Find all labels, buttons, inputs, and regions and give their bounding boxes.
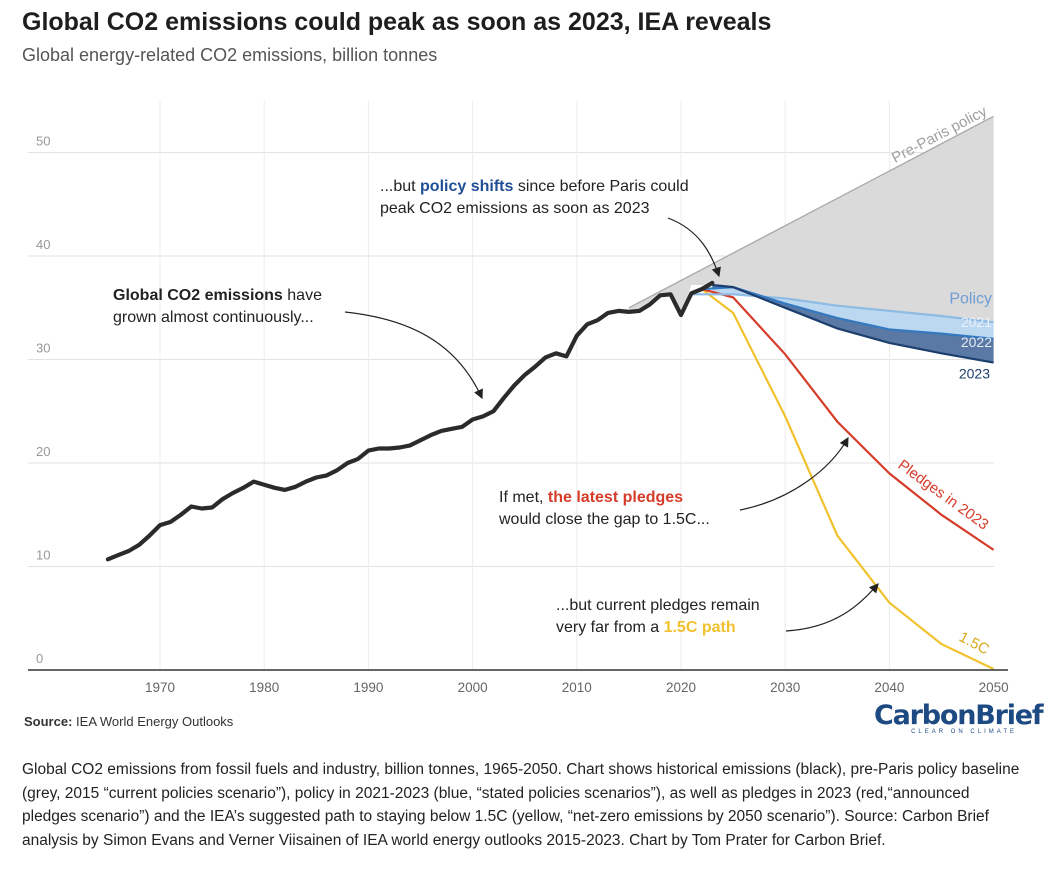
x-tick-label: 2020 bbox=[666, 680, 696, 695]
policy-label: Policy bbox=[949, 291, 992, 308]
label-2023: 2023 bbox=[959, 366, 990, 382]
onefive-arrow bbox=[785, 583, 879, 632]
growth-annotation-line2-span: grown almost continuously... bbox=[113, 309, 314, 326]
policy-annotation-line1: ...but policy shifts since before Paris … bbox=[380, 178, 689, 195]
policy-annotation-line2: peak CO2 emissions as soon as 2023 bbox=[380, 200, 650, 217]
x-tick-label: 2000 bbox=[458, 680, 488, 695]
pre-paris-gap-area bbox=[628, 116, 994, 323]
pledge-annotation-line2: would close the gap to 1.5C... bbox=[498, 511, 710, 528]
source-note: Source: IEA World Energy Outlooks bbox=[24, 714, 233, 729]
label-2021: 2021 bbox=[961, 314, 992, 330]
growth-annotation-line1: Global CO2 emissions have bbox=[113, 287, 322, 304]
pledge-annotation-line1: If met, the latest pledges bbox=[499, 489, 683, 506]
y-tick-label: 10 bbox=[36, 548, 50, 563]
pledge-annotation-line1-span: the latest pledges bbox=[548, 489, 683, 506]
carbonbrief-logo: CarbonBrief CLEAR ON CLIMATE bbox=[874, 700, 1044, 736]
logo-tagline: CLEAR ON CLIMATE bbox=[911, 729, 1017, 735]
pledge-annotation-line2-span: would close the gap to 1.5C... bbox=[498, 511, 710, 528]
policy-annotation-line1-span: since before Paris could bbox=[513, 178, 688, 195]
annotations: Global CO2 emissions have grown almost co… bbox=[113, 178, 879, 636]
onefive-annotation-line2: very far from a 1.5C path bbox=[556, 619, 736, 636]
policy-band-2022-2023 bbox=[712, 285, 994, 363]
onefive-annotation-line1: ...but current pledges remain bbox=[556, 597, 760, 614]
policy-band-2021-2022 bbox=[712, 287, 994, 339]
label-2022: 2022 bbox=[961, 334, 992, 350]
growth-arrow bbox=[344, 311, 483, 400]
policy-annotation-line1-span: ...but bbox=[380, 178, 420, 195]
x-tick-label: 2040 bbox=[874, 680, 904, 695]
growth-annotation-line1-span: Global CO2 emissions bbox=[113, 287, 283, 304]
policy-annotation-line1-span: policy shifts bbox=[420, 178, 513, 195]
chart-title: Global CO2 emissions could peak as soon … bbox=[22, 8, 772, 36]
onefive-annotation-line2-span: very far from a bbox=[556, 619, 664, 636]
onefive-annotation-line2-span: 1.5C path bbox=[664, 619, 736, 636]
pledge-annotation-line1-span: If met, bbox=[499, 489, 548, 506]
pre-paris-line bbox=[628, 115, 994, 309]
policy-arrow bbox=[667, 217, 721, 278]
policy-2023-line bbox=[712, 283, 994, 364]
historical-emissions-line bbox=[105, 280, 715, 562]
figure-caption: Global CO2 emissions from fossil fuels a… bbox=[22, 761, 1020, 849]
policy-annotation-line2-span: peak CO2 emissions as soon as 2023 bbox=[380, 200, 650, 217]
y-tick-label: 0 bbox=[36, 651, 43, 666]
pledge-arrow bbox=[739, 436, 849, 511]
x-tick-label: 2030 bbox=[770, 680, 800, 695]
shaded-areas bbox=[628, 116, 994, 363]
gridlines bbox=[28, 100, 994, 670]
chart-subtitle: Global energy-related CO2 emissions, bil… bbox=[22, 45, 438, 65]
y-tick-label: 50 bbox=[36, 134, 50, 149]
onefive-annotation-line1-span: ...but current pledges remain bbox=[556, 597, 760, 614]
source-prefix: Source: bbox=[24, 714, 73, 729]
logo-wordmark: CarbonBrief bbox=[874, 700, 1044, 731]
y-tick-label: 20 bbox=[36, 444, 50, 459]
policy-2021-line bbox=[691, 293, 994, 324]
x-tick-label: 2050 bbox=[979, 680, 1009, 695]
y-tick-label: 40 bbox=[36, 237, 50, 252]
growth-annotation-line2: grown almost continuously... bbox=[113, 309, 314, 326]
one-point-five-line bbox=[701, 288, 995, 670]
x-tick-label: 2010 bbox=[562, 680, 592, 695]
growth-annotation-line1-span: have bbox=[283, 287, 322, 304]
x-tick-label: 1990 bbox=[353, 680, 383, 695]
pledges-label: Pledges in 2023 bbox=[895, 456, 992, 533]
x-tick-label: 1980 bbox=[249, 680, 279, 695]
pledges-line bbox=[701, 288, 995, 551]
y-tick-label: 30 bbox=[36, 341, 50, 356]
x-tick-label: 1970 bbox=[145, 680, 175, 695]
source-text: IEA World Energy Outlooks bbox=[76, 714, 234, 729]
series-lines bbox=[105, 115, 995, 670]
